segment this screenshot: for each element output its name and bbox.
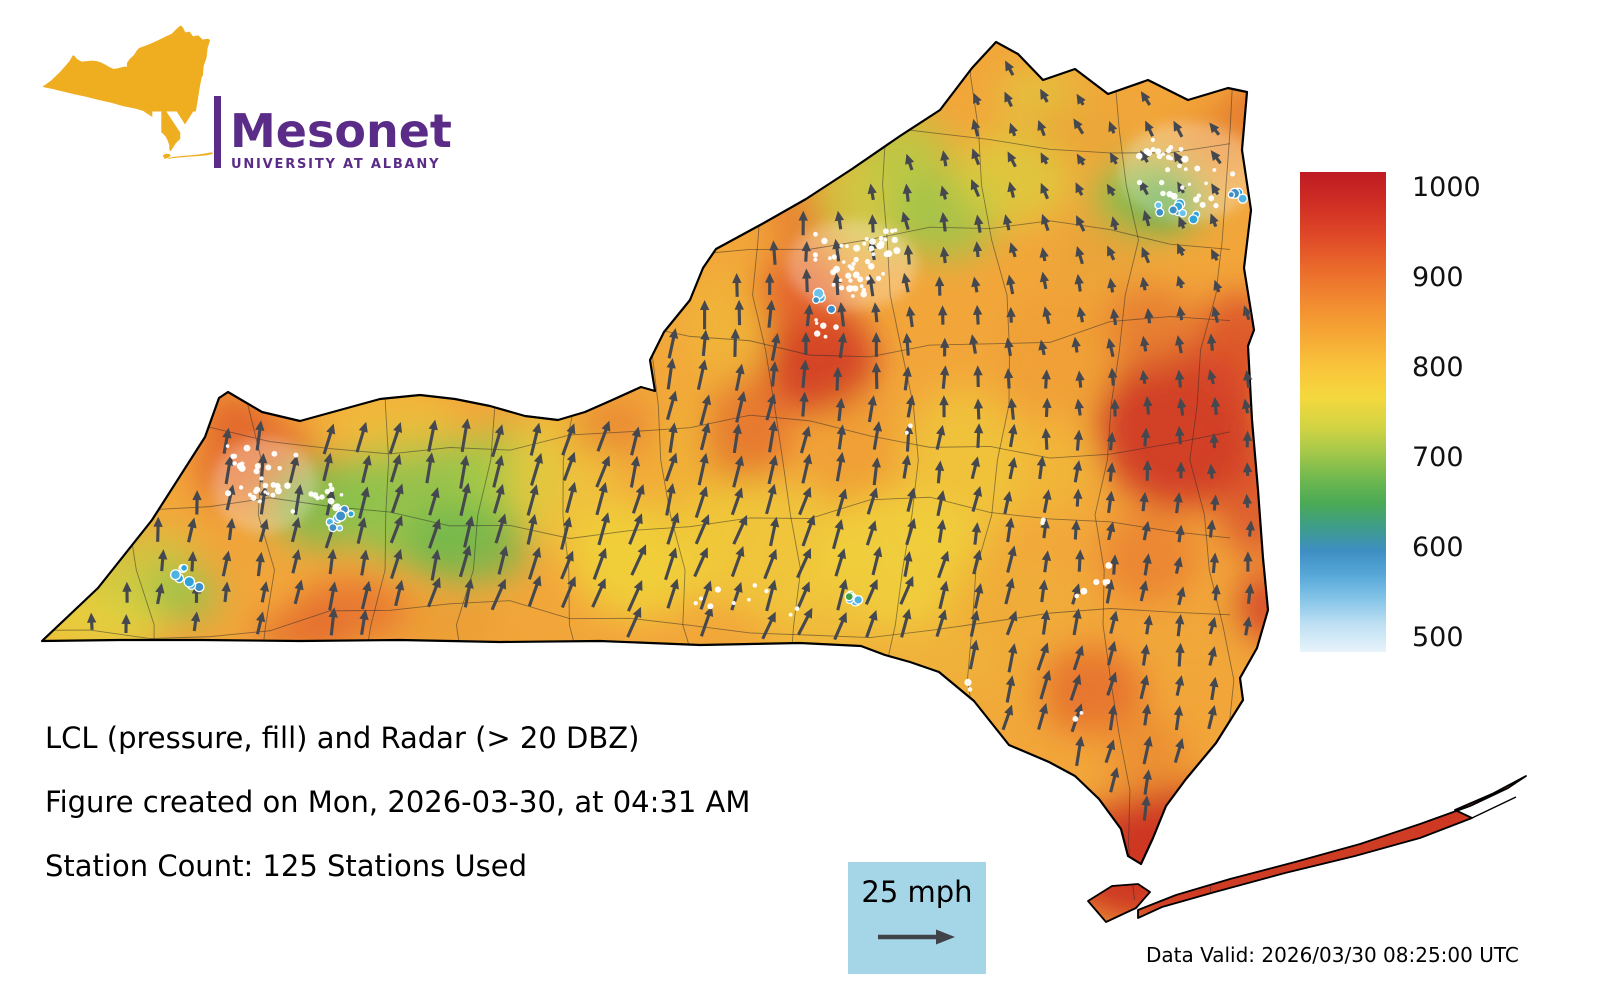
ny-state-logo-shape [42,25,222,160]
long-island-west-outline [1087,883,1151,923]
colorbar [1300,172,1386,652]
long-island-outline [1137,775,1527,919]
wind-arrows [86,60,1255,821]
legend-tick-500: 500 [1412,622,1464,653]
data-valid-text: Data Valid: 2026/03/30 08:25:00 UTC [1146,943,1519,967]
state-outline [40,40,1270,866]
legend-tick-600: 600 [1412,532,1464,563]
radar-echoes [169,137,1248,722]
map-title: LCL (pressure, fill) and Radar (> 20 DBZ… [45,721,639,755]
logo-divider [214,96,221,168]
legend-tick-700: 700 [1412,442,1464,473]
wind-reference-box [848,862,986,974]
legend-tick-1000: 1000 [1412,172,1481,203]
wind-reference: 25 mph [848,862,986,974]
legend-tick-800: 800 [1412,352,1464,383]
logo-acronym: NYS [124,102,241,160]
logo-subtitle: UNIVERSITY AT ALBANY [231,157,440,172]
wind-reference-arrow [878,929,955,945]
colorbar-legend: 1000 900 800 700 600 500 [1300,172,1481,653]
coastline-detail [1471,796,1517,819]
station-count-text: Station Count: 125 Stations Used [45,849,527,883]
legend-tick-900: 900 [1412,262,1464,293]
logo-name: Mesonet [230,104,452,158]
figure-created-text: Figure created on Mon, 2026-03-30, at 04… [45,785,750,819]
nys-mesonet-logo: NYS Mesonet UNIVERSITY AT ALBANY [42,25,452,172]
wind-reference-label: 25 mph [861,875,972,909]
caption-block: LCL (pressure, fill) and Radar (> 20 DBZ… [45,721,750,883]
